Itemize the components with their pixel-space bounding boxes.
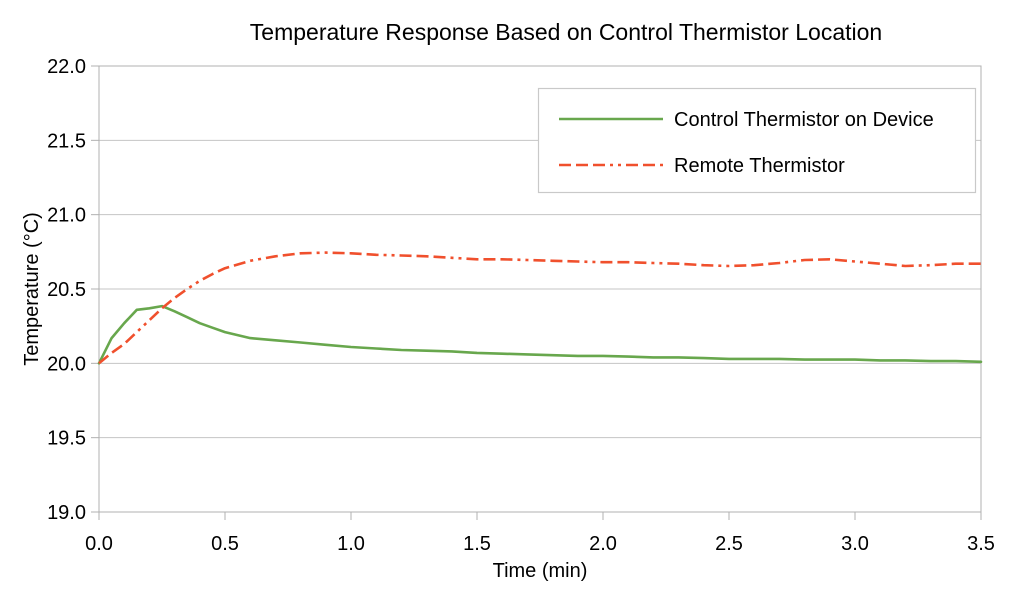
- x-tick-label: 0.0: [85, 533, 113, 555]
- y-tick-label: 22.0: [47, 56, 86, 78]
- legend-box: [537, 87, 977, 194]
- x-tick-label: 1.0: [337, 533, 365, 555]
- y-tick-label: 19.0: [47, 502, 86, 524]
- x-tick-label: 0.5: [211, 533, 239, 555]
- y-tick-label: 21.0: [47, 205, 86, 227]
- series-line-remote-thermistor: [98, 251, 981, 365]
- plot-area: 19.0 19.5 20.0 20.5 21.0 21.5 22.0 0.0 0.5 1.0 1.5…: [47, 56, 995, 555]
- series-line-control-thermistor: [97, 304, 983, 365]
- x-tick-label: 1.5: [463, 533, 491, 555]
- y-tick-label: 21.5: [47, 130, 86, 152]
- legend-label-remote-thermistor: Remote Thermistor: [674, 155, 845, 177]
- legend-label-control-thermistor: Control Thermistor on Device: [674, 109, 934, 131]
- y-tick-label: 19.5: [47, 428, 86, 450]
- chart-title: Temperature Response Based on Control Th…: [250, 19, 882, 45]
- y-tick-label: 20.5: [47, 279, 86, 301]
- x-axis-title: Time (min): [493, 560, 588, 582]
- x-tick-label: 2.5: [715, 533, 743, 555]
- y-tick-label: 20.0: [47, 353, 86, 375]
- x-tick-label: 3.5: [967, 533, 995, 555]
- x-tick-label: 3.0: [841, 533, 869, 555]
- y-axis-title: Temperature (°C): [21, 212, 43, 366]
- plot-border: [98, 65, 982, 513]
- legend: Control Thermistor on Device Remote Ther…: [537, 87, 977, 194]
- x-tick-label: 2.0: [589, 533, 617, 555]
